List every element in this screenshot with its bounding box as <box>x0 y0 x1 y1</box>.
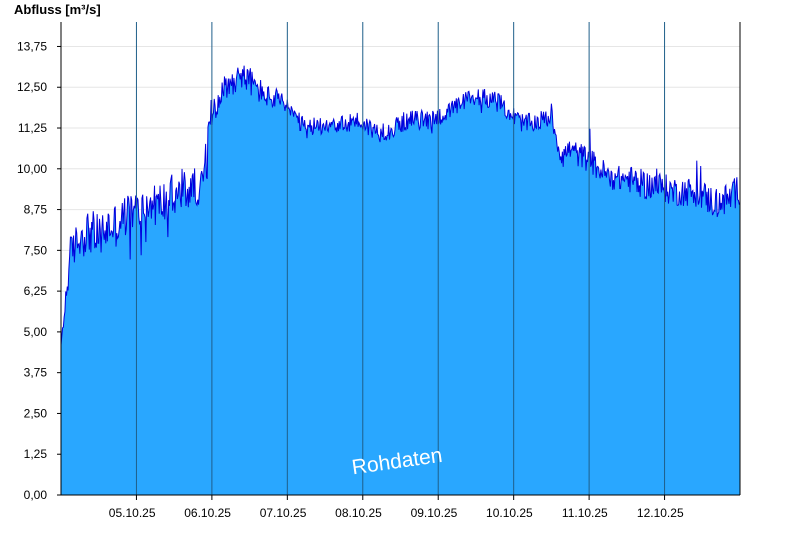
x-tick-label: 05.10.25 <box>109 506 156 520</box>
data-area-fill <box>61 65 740 495</box>
y-tick-label: 3,75 <box>24 366 48 380</box>
data-area-layer <box>60 65 741 495</box>
y-tick-label: 6,25 <box>24 284 48 298</box>
y-tick-label: 13,75 <box>17 39 47 53</box>
day-separator-layer <box>135 22 666 495</box>
y-axis-title: Abfluss [m³/s] <box>14 2 101 17</box>
y-tick-label: 8,75 <box>24 203 48 217</box>
x-tick-label: 07.10.25 <box>260 506 307 520</box>
x-tick-label: 08.10.25 <box>335 506 382 520</box>
x-tick-label: 11.10.25 <box>562 506 608 520</box>
x-tick-label: 12.10.25 <box>637 506 684 520</box>
data-line <box>60 65 741 345</box>
x-tick-label: 09.10.25 <box>411 506 458 520</box>
y-tick-label: 0,00 <box>24 488 48 502</box>
y-tick-label: 5,00 <box>24 325 48 339</box>
y-ticks: 0,00 1,25 2,50 3,75 5,00 6,25 7,50 8,75 10,00 11,… <box>17 39 61 502</box>
y-tick-label: 12,50 <box>17 80 47 94</box>
y-tick-label: 7,50 <box>24 243 48 257</box>
y-tick-label: 10,00 <box>17 162 47 176</box>
x-tick-label: 06.10.25 <box>184 506 231 520</box>
axes <box>60 22 741 496</box>
x-tick-label: 10.10.25 <box>486 506 533 520</box>
x-ticks: 05.10.25 06.10.25 07.10.25 08.10.25 09.10.25… <box>109 495 684 520</box>
y-tick-label: 11,25 <box>18 121 47 135</box>
y-tick-label: 2,50 <box>24 406 48 420</box>
y-tick-label: 1,25 <box>24 447 48 461</box>
